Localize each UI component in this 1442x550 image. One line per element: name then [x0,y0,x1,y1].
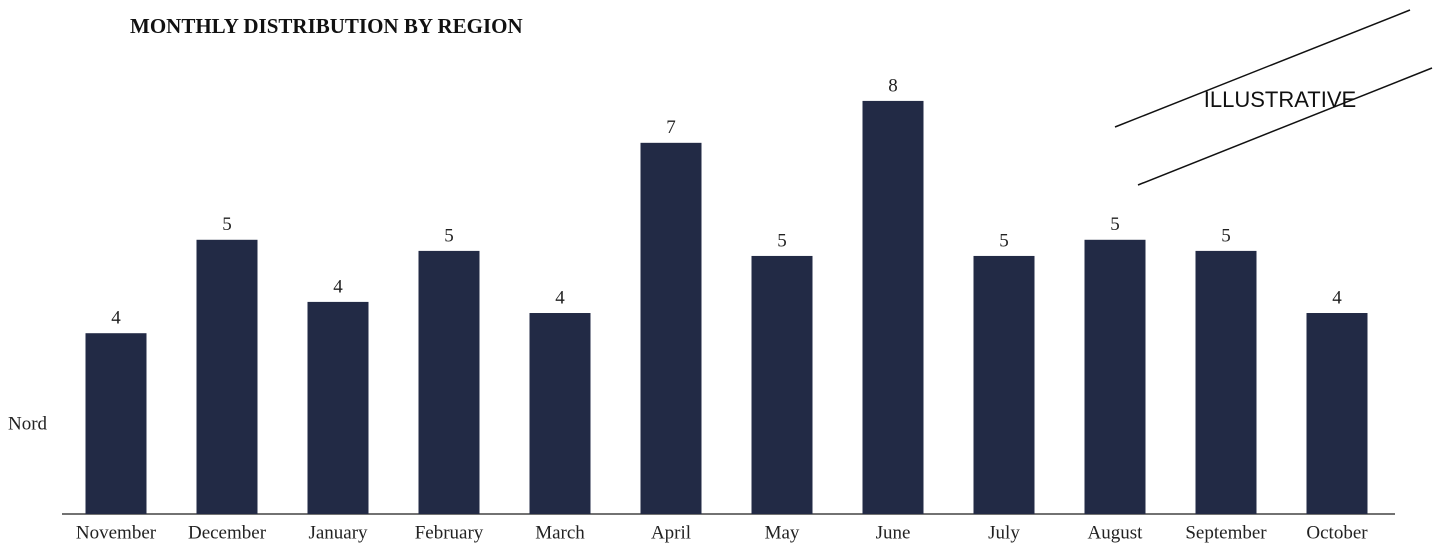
bar [751,255,813,514]
bar [1084,239,1146,514]
bar [640,142,702,514]
data-label: 5 [1221,225,1231,246]
data-label: 5 [777,230,787,251]
x-tick-label: March [535,522,585,543]
x-tick-label: May [765,522,800,543]
bar [973,255,1035,514]
x-tick-label: November [76,522,157,543]
bar [529,313,591,514]
data-label: 5 [444,225,454,246]
x-tick-label: August [1088,522,1144,543]
data-label: 4 [111,308,121,329]
data-label: 7 [666,117,676,138]
stamp-line [1114,9,1411,128]
bar [1306,313,1368,514]
stamp-label: ILLUSTRATIVE [1204,87,1356,112]
bar [196,239,258,514]
data-label: 5 [1110,214,1120,235]
x-tick-label: July [988,522,1020,543]
bar [85,333,147,514]
data-label: 5 [222,214,232,235]
bar [307,301,369,514]
data-label: 8 [888,75,898,96]
series-label: Nord [8,413,48,434]
stamp-line [1137,67,1433,186]
x-tick-label: April [651,522,691,543]
x-tick-label: June [876,522,911,543]
bar [1195,250,1257,514]
x-tick-label: January [308,522,368,543]
data-label: 4 [333,276,343,297]
x-tick-label: September [1185,522,1267,543]
chart-title: MONTHLY DISTRIBUTION BY REGION [130,14,523,38]
bar [418,250,480,514]
bar [862,100,924,514]
x-tick-label: October [1306,522,1368,543]
x-tick-label: December [188,522,267,543]
data-label: 5 [999,230,1009,251]
data-label: 4 [1332,287,1342,308]
data-label: 4 [555,287,565,308]
x-tick-label: February [415,522,484,543]
